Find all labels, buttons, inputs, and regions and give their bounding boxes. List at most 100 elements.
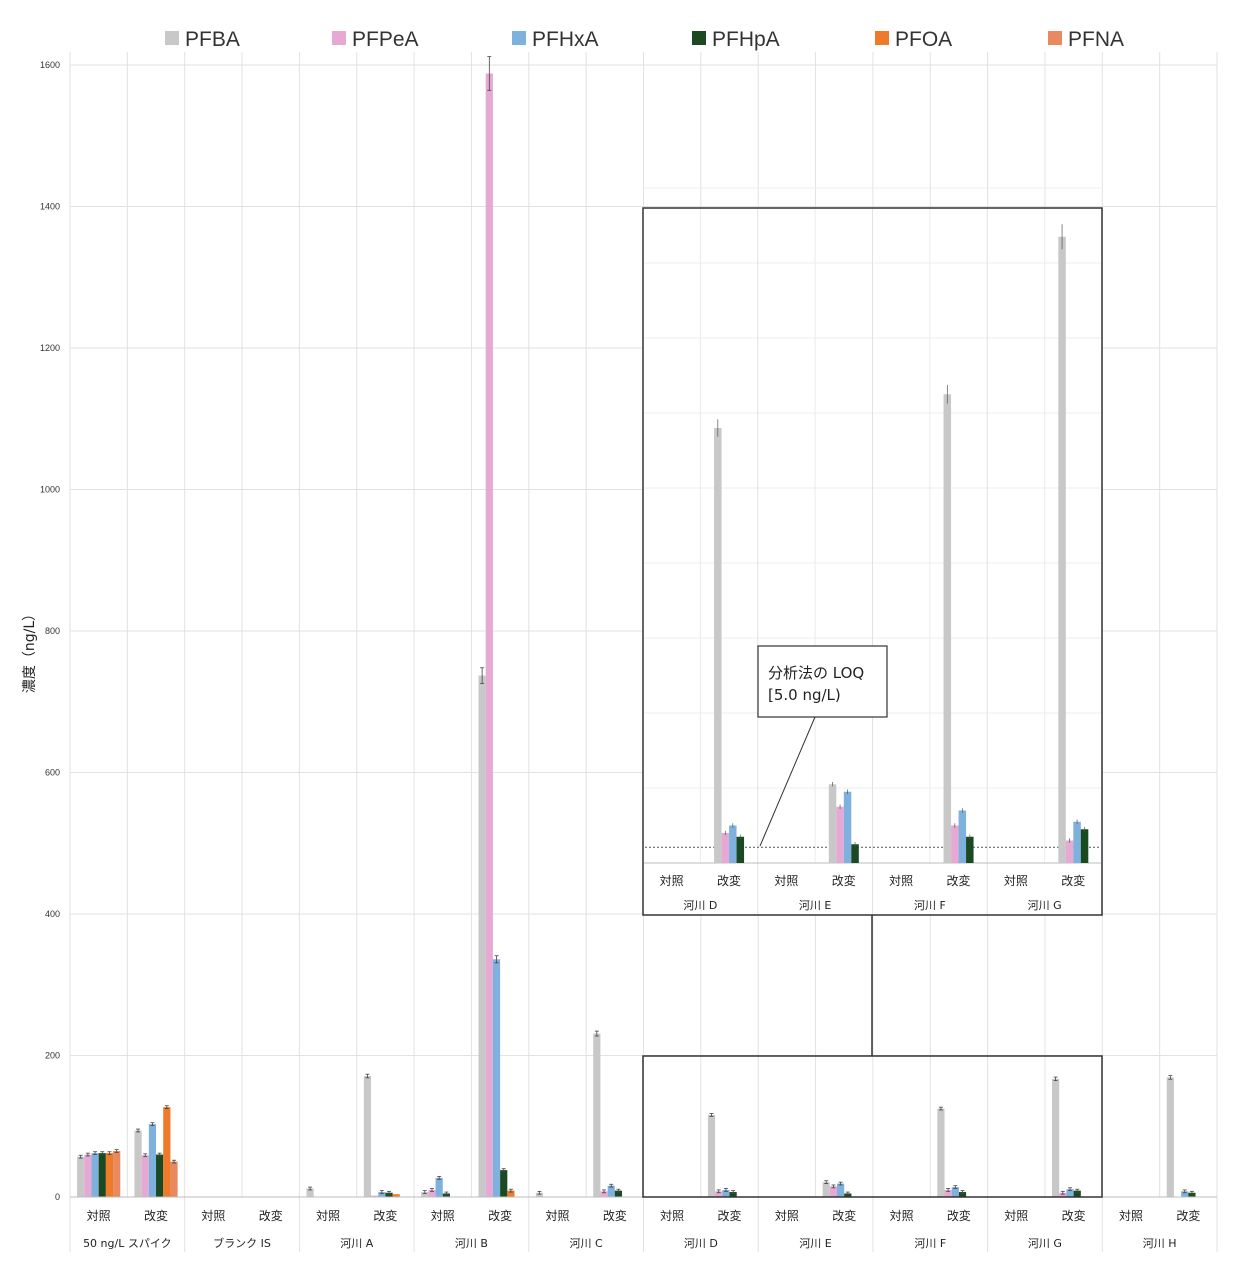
- category-label: 対照: [545, 1209, 569, 1223]
- inset-group-label: 河川 F: [914, 899, 946, 912]
- category-label: 対照: [890, 1209, 914, 1223]
- bar-pfpea: [600, 1191, 608, 1197]
- y-tick-label: 0: [55, 1192, 60, 1202]
- bar-pfpea: [428, 1189, 436, 1197]
- category-label: 対照: [201, 1209, 225, 1223]
- legend-label-pfhpa: PFHpA: [712, 28, 780, 51]
- bar-pfhpa: [614, 1190, 623, 1197]
- inset-bar-pfhxa: [843, 791, 852, 863]
- bar-pfhxa: [492, 959, 501, 1197]
- category-label: 対照: [316, 1209, 340, 1223]
- bar-pfhpa: [958, 1192, 967, 1197]
- inset-category-label: 対照: [889, 874, 913, 888]
- bar-pfba: [535, 1192, 544, 1197]
- inset-category-label: 改変: [1061, 873, 1085, 888]
- bar-pfpea: [371, 1195, 379, 1197]
- legend-label-pfba: PFBA: [185, 28, 240, 51]
- y-tick-label: 400: [45, 909, 60, 919]
- legend-swatch-pfhxa: [512, 31, 526, 45]
- inset-bar-pfhpa: [736, 836, 745, 863]
- bar-pfba: [822, 1182, 830, 1197]
- inset-group-label: 河川 E: [799, 899, 831, 912]
- inset-bar-pfhpa: [851, 844, 859, 863]
- category-label: 改変: [947, 1208, 971, 1223]
- legend: PFBA PFPeA PFHxA PFHpA PFOA PFNA: [165, 28, 1124, 51]
- inset-bar-pfhpa: [966, 836, 974, 863]
- inset-bar-pfba: [1058, 236, 1066, 863]
- inset-bar-pfpea: [951, 825, 959, 863]
- bar-pfba: [421, 1192, 429, 1197]
- inset-bar-pfhpa: [1080, 829, 1089, 863]
- bar-pfna: [113, 1151, 121, 1197]
- annotation-text: 分析法の LOQ: [768, 664, 864, 682]
- bar-pfoa: [507, 1190, 515, 1197]
- bar-pfpea: [829, 1186, 838, 1197]
- legend-swatch-pfpea: [332, 31, 346, 45]
- bar-pfna: [170, 1161, 178, 1197]
- bar-pfpea: [944, 1189, 952, 1197]
- group-label: 50 ng/L スパイク: [83, 1237, 172, 1250]
- bar-pfba: [1166, 1077, 1174, 1197]
- inset-bar-pfhxa: [958, 810, 967, 863]
- legend-label-pfpea: PFPeA: [352, 28, 419, 51]
- category-label: 改変: [718, 1208, 742, 1223]
- bar-pfpea: [485, 73, 493, 1198]
- y-tick-label: 1000: [40, 485, 60, 495]
- bar-pfba: [478, 675, 486, 1197]
- inset-bar-pfba: [828, 784, 837, 863]
- bar-pfhxa: [1181, 1191, 1189, 1197]
- group-label: 河川 C: [570, 1237, 603, 1250]
- y-axis-label: 濃度（ng/L）: [22, 607, 38, 693]
- inset-group-label: 河川 G: [1028, 899, 1062, 912]
- category-label: 対照: [1004, 1209, 1028, 1223]
- legend-swatch-pfba: [165, 31, 179, 45]
- bar-pfhxa: [1066, 1189, 1074, 1197]
- inset-category-label: 改変: [947, 873, 971, 888]
- group-label: 河川 F: [914, 1237, 946, 1250]
- category-label: 対照: [775, 1209, 799, 1223]
- bar-pfoa: [163, 1107, 171, 1197]
- bar-pfhxa: [607, 1185, 615, 1197]
- bar-pfpea: [84, 1154, 92, 1197]
- inset-category-label: 対照: [774, 874, 798, 888]
- legend-label-pfhxa: PFHxA: [532, 28, 599, 51]
- bar-pfhpa: [1188, 1192, 1196, 1197]
- category-label: 改変: [144, 1208, 168, 1223]
- group-label: 河川 H: [1143, 1237, 1177, 1250]
- group-label: 河川 E: [799, 1237, 831, 1250]
- inset-bar-pfba: [714, 428, 722, 863]
- inset-bar-pfpea: [1065, 840, 1074, 863]
- category-label: 改変: [259, 1208, 283, 1223]
- bar-pfhxa: [837, 1183, 845, 1197]
- bar-pfba: [707, 1114, 716, 1197]
- category-label: 対照: [1119, 1209, 1143, 1223]
- category-label: 改変: [488, 1208, 512, 1223]
- y-tick-label: 800: [45, 626, 60, 636]
- bar-pfpea: [1059, 1192, 1067, 1197]
- bar-pfba: [937, 1108, 945, 1197]
- y-tick-label: 1400: [40, 202, 60, 212]
- inset-category-label: 改変: [717, 873, 741, 888]
- inset-category-label: 対照: [660, 874, 684, 888]
- category-label: 改変: [373, 1208, 397, 1223]
- bar-pfoa: [105, 1153, 114, 1197]
- category-label: 対照: [87, 1209, 111, 1223]
- inset-category-label: 対照: [1004, 874, 1028, 888]
- y-tick-label: 600: [45, 768, 60, 778]
- legend-swatch-pfoa: [875, 31, 889, 45]
- legend-swatch-pfhpa: [692, 31, 706, 45]
- y-tick-label: 1600: [40, 60, 60, 70]
- inset-group-label: 河川 D: [683, 899, 717, 912]
- bar-pfhxa: [722, 1189, 730, 1197]
- category-label: 改変: [832, 1208, 856, 1223]
- bar-pfhpa: [385, 1192, 393, 1197]
- category-label: 改変: [1062, 1208, 1086, 1223]
- bar-pfba: [1052, 1078, 1060, 1197]
- group-label: 河川 B: [455, 1237, 488, 1250]
- inset-bar-pfpea: [721, 833, 730, 863]
- bar-pfhpa: [500, 1170, 508, 1197]
- group-label: 河川 G: [1028, 1237, 1062, 1250]
- legend-label-pfoa: PFOA: [895, 28, 952, 51]
- y-tick-label: 200: [45, 1051, 60, 1061]
